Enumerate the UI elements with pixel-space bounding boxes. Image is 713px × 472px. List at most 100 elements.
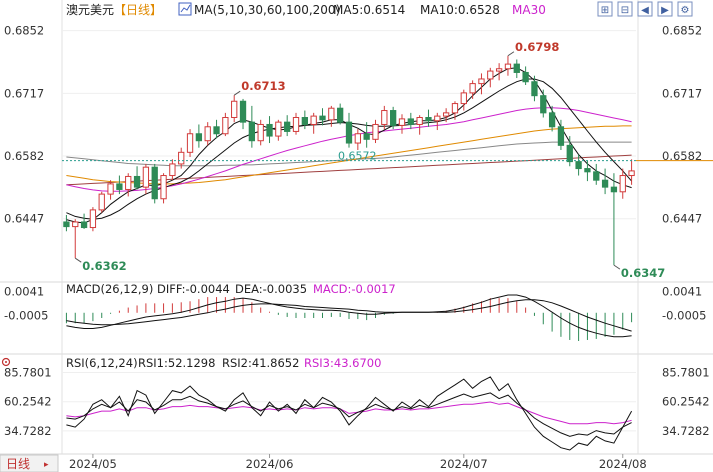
candle-body — [619, 175, 626, 193]
period-tab[interactable]: 日线 ▸ — [0, 454, 59, 472]
rsi-tick-left: 34.7282 — [4, 424, 52, 438]
price-tick-left: 0.6717 — [4, 86, 44, 100]
candle-body — [540, 95, 547, 114]
candle-body — [495, 68, 503, 72]
candle-body — [98, 193, 105, 211]
period-tab-label: 日线 — [6, 457, 30, 471]
price-annotations: 0.6572 0.6713 0.6798 0.6362 0.6347 — [62, 40, 713, 280]
candle-body — [284, 121, 291, 132]
candle-body — [204, 126, 211, 142]
candle-body — [593, 171, 600, 181]
high-label-1-pointer — [233, 90, 241, 96]
candle-body — [63, 221, 70, 228]
candle-body — [407, 118, 414, 125]
scroll-left-icon-glyph: ◀ — [641, 5, 649, 16]
candle-body — [178, 151, 185, 165]
rsi2-label: RSI2:41.8652 — [222, 356, 299, 370]
candle-body — [478, 78, 485, 85]
scroll-right-icon[interactable]: ▶ — [657, 1, 673, 17]
candle-body — [381, 110, 388, 125]
rsi-label: RSI(6,12,24) — [66, 356, 138, 370]
candle-body — [487, 70, 494, 80]
macd-value-label: MACD:-0.0017 — [313, 282, 396, 296]
rsi3-line — [66, 401, 632, 425]
candle-body — [610, 186, 618, 193]
candle-body — [195, 133, 203, 142]
candle-body — [169, 163, 176, 177]
scroll-left-icon[interactable]: ◀ — [637, 1, 653, 17]
price-tick-right: 0.6447 — [662, 212, 702, 226]
price-tick-left: 0.6447 — [4, 212, 44, 226]
zoom-in-icon-frame — [597, 1, 613, 17]
rsi-axis: 85.7801 85.7801 60.2542 60.2542 34.7282 34.72… — [4, 366, 710, 438]
candle-body — [390, 110, 397, 126]
candle-body — [239, 100, 247, 123]
candle-body — [531, 81, 538, 97]
candle-body — [566, 144, 573, 163]
rsi-tick-right: 34.7282 — [662, 424, 710, 438]
candle-body — [186, 133, 194, 153]
candle-body — [628, 170, 635, 177]
rsi-tick-right: 85.7801 — [662, 366, 710, 380]
candle-body — [266, 123, 273, 137]
candle-body — [434, 115, 441, 122]
zoom-in-icon-glyph: ⊞ — [601, 5, 609, 16]
candle-body — [231, 100, 238, 118]
candle-body — [522, 71, 529, 83]
price-tick-right: 0.6852 — [662, 24, 702, 38]
macd-dea-label: DEA:-0.0035 — [235, 282, 307, 296]
candle-body — [354, 133, 361, 144]
candle-body — [72, 221, 79, 228]
ma-settings-icon[interactable] — [178, 2, 192, 16]
candle-body — [601, 179, 609, 188]
date-label: 2024/05 — [69, 457, 117, 471]
candle-body — [292, 117, 300, 132]
candle-body — [257, 123, 264, 142]
candle-body — [151, 166, 158, 200]
date-label: 2024/08 — [599, 457, 647, 471]
ma10-label: MA10:0.6528 — [420, 3, 500, 17]
candle-body — [513, 63, 520, 73]
candle-body — [557, 126, 565, 146]
low-label-2: 0.6347 — [621, 266, 665, 280]
high-label-2: 0.6798 — [515, 40, 559, 54]
grid-lines — [0, 0, 713, 455]
price-tick-right: 0.6717 — [662, 86, 702, 100]
candle-body — [451, 103, 459, 114]
candle-body — [275, 121, 282, 137]
rsi-settings-icon[interactable] — [1, 357, 11, 367]
candle-body — [142, 166, 150, 188]
rsi-tick-right: 60.2542 — [662, 395, 710, 409]
candle-body — [125, 175, 132, 190]
high-label-2-pointer — [507, 51, 515, 57]
scroll-right-icon-frame — [657, 1, 673, 17]
settings-icon[interactable]: ⚙ — [677, 1, 693, 17]
zoom-in-icon[interactable]: ⊞ — [597, 1, 613, 17]
candle-body — [310, 115, 317, 125]
macd-diff-label: DIFF:-0.0044 — [157, 282, 230, 296]
macd-tick-right: -0.0005 — [662, 308, 706, 322]
macd-histogram — [65, 297, 633, 342]
candle-body — [133, 175, 141, 188]
candle-body — [345, 121, 353, 144]
reference-value-label: 0.6572 — [338, 150, 377, 163]
candle-body — [442, 112, 450, 117]
rsi-tick-left: 85.7801 — [4, 366, 52, 380]
candle-body — [80, 221, 88, 229]
candle-body — [469, 83, 476, 94]
zoom-out-icon[interactable]: ⊟ — [617, 1, 633, 17]
price-tick-right: 0.6582 — [662, 149, 702, 163]
price-tick-left: 0.6852 — [4, 24, 44, 38]
candle-body — [213, 126, 220, 135]
ma-params-label: MA(5,10,30,60,100,200) — [194, 3, 340, 17]
macd-label: MACD(26,12,9) — [66, 282, 153, 296]
low-label-1-pointer — [74, 257, 82, 263]
zoom-out-icon-frame — [617, 1, 633, 17]
scroll-right-icon-glyph: ▶ — [661, 5, 669, 16]
macd-lines — [66, 294, 632, 338]
candle-body — [363, 133, 370, 140]
candle-body — [398, 118, 406, 126]
candle-body — [337, 107, 344, 123]
settings-icon-frame — [677, 1, 693, 17]
